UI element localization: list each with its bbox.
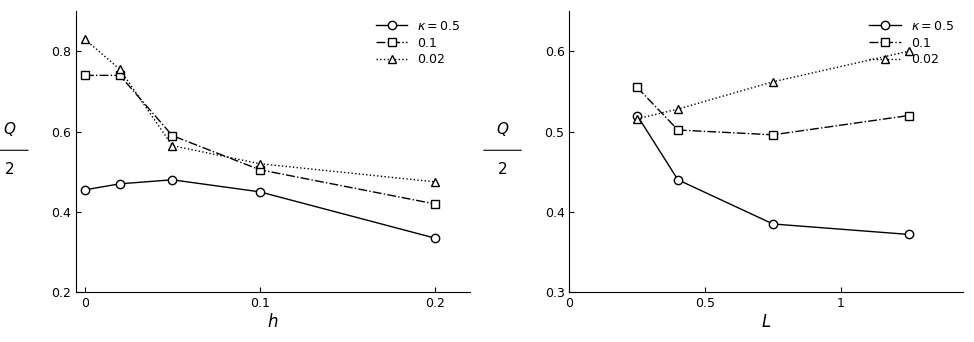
X-axis label: h: h [268, 313, 279, 331]
Text: $2$: $2$ [498, 160, 507, 176]
0.1 [631, 86, 643, 90]
Text: $Q$: $Q$ [496, 120, 509, 138]
Legend: $\kappa = 0.5$, 0.1, 0.02: $\kappa = 0.5$, 0.1, 0.02 [867, 17, 956, 69]
Line: 0.02: 0.02 [81, 35, 439, 186]
0.1 [903, 114, 915, 118]
$\kappa = 0.5$ [167, 178, 178, 182]
0.1 [79, 73, 91, 77]
$\kappa = 0.5$ [254, 190, 266, 194]
0.02 [903, 49, 915, 53]
0.1 [254, 168, 266, 172]
$\kappa = 0.5$ [429, 236, 440, 240]
Line: 0.02: 0.02 [633, 47, 913, 123]
0.1 [429, 202, 440, 206]
0.1 [672, 128, 684, 132]
0.02 [768, 80, 779, 84]
X-axis label: L: L [762, 313, 770, 331]
$\kappa = 0.5$ [114, 182, 126, 186]
$\kappa = 0.5$ [903, 232, 915, 236]
0.02 [114, 67, 126, 71]
Line: $\kappa = 0.5$: $\kappa = 0.5$ [633, 111, 913, 239]
$\kappa = 0.5$ [672, 178, 684, 182]
0.02 [167, 144, 178, 148]
$\kappa = 0.5$ [768, 222, 779, 226]
Line: $\kappa = 0.5$: $\kappa = 0.5$ [81, 176, 439, 242]
Legend: $\kappa = 0.5$, 0.1, 0.02: $\kappa = 0.5$, 0.1, 0.02 [374, 17, 464, 69]
0.02 [79, 37, 91, 41]
$\kappa = 0.5$ [79, 188, 91, 192]
0.02 [429, 180, 440, 184]
Text: $2$: $2$ [4, 160, 15, 176]
Line: 0.1: 0.1 [633, 83, 913, 139]
$\kappa = 0.5$ [631, 114, 643, 118]
0.1 [768, 133, 779, 137]
0.1 [167, 134, 178, 138]
0.1 [114, 73, 126, 77]
Text: $Q$: $Q$ [3, 120, 16, 138]
0.02 [672, 107, 684, 111]
0.02 [254, 162, 266, 166]
Line: 0.1: 0.1 [81, 71, 439, 208]
0.02 [631, 117, 643, 121]
